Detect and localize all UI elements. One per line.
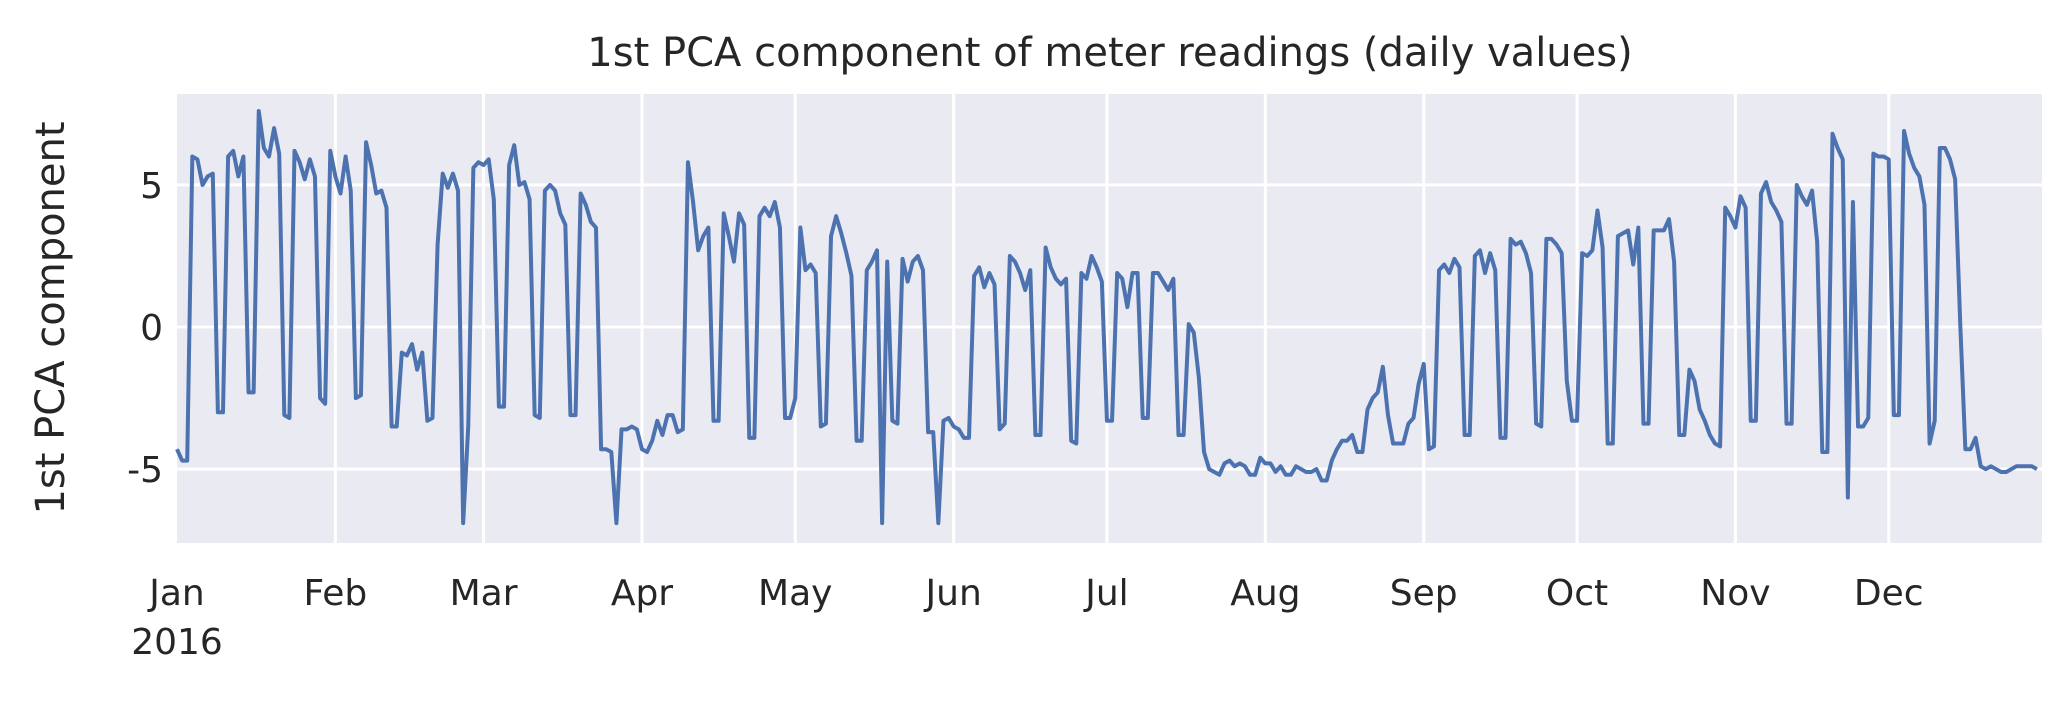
x-tick-label: Feb [304, 573, 368, 614]
y-tick-label: -5 [127, 450, 163, 491]
x-tick-label: Oct [1546, 573, 1608, 614]
x-tick-label: Jan [147, 573, 205, 614]
y-tick-label: 5 [140, 166, 163, 207]
x-tick-labels: Jan 2016 Feb Mar Apr May Jun Jul Aug Sep Oct Nov Dec [131, 573, 1923, 663]
plot-area [177, 94, 2042, 543]
x-tick-label: Sep [1390, 573, 1458, 614]
x-tick-label: Aug [1230, 573, 1300, 614]
y-axis-label: 1st PCA component [28, 121, 74, 514]
y-tick-labels: 5 0 -5 [127, 166, 163, 491]
x-tick-label: May [758, 573, 832, 614]
x-tick-label: Nov [1700, 573, 1770, 614]
x-tick-label: Jun [924, 573, 982, 614]
chart-title: 1st PCA component of meter readings (dai… [587, 30, 1632, 76]
gridlines [177, 94, 2042, 543]
x-tick-year-label: 2016 [131, 622, 223, 663]
series-line [175, 109, 2038, 526]
x-tick-label: Apr [611, 573, 673, 614]
y-tick-label: 0 [140, 308, 163, 349]
x-tick-label: Jul [1083, 573, 1128, 614]
x-tick-label: Dec [1854, 573, 1924, 614]
x-tick-label: Mar [450, 573, 518, 614]
